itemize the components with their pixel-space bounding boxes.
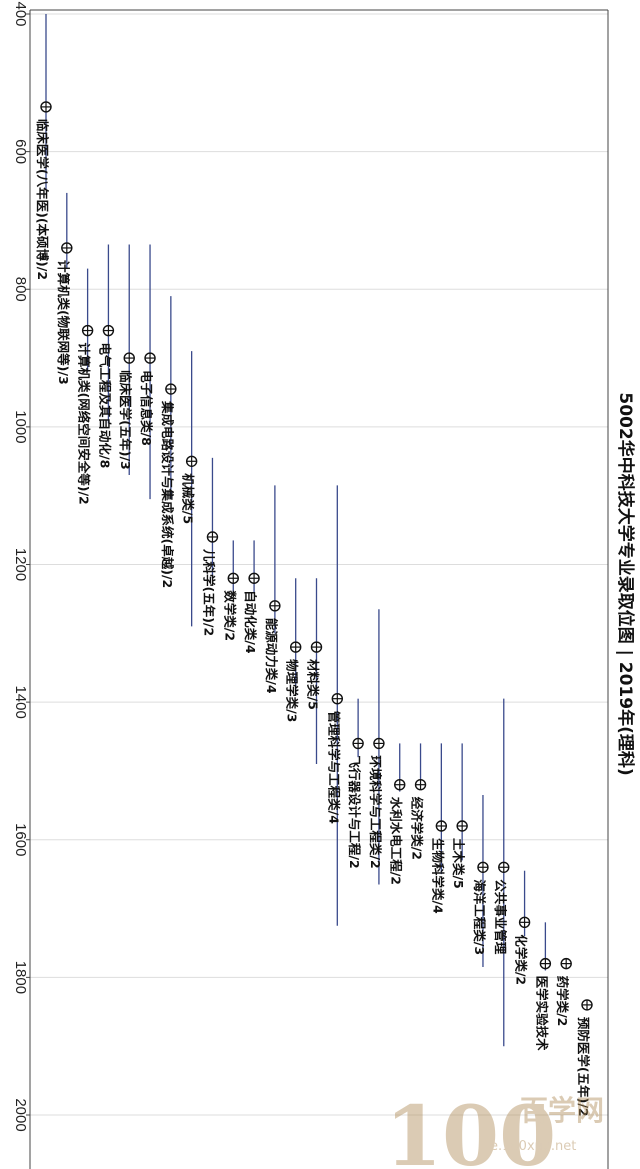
rank-marker [144, 352, 156, 364]
range-lines [45, 14, 547, 1047]
rank-marker [185, 455, 198, 467]
category-label: 数学类/2 [222, 589, 237, 641]
rank-marker [248, 572, 260, 584]
category-label: 临床医学(八年医)(本硕博)/2 [35, 119, 50, 280]
rank-marker [310, 641, 323, 653]
rank-marker [498, 861, 510, 873]
rank-marker [289, 641, 302, 653]
rank-marker [539, 957, 552, 970]
rank-marker [352, 737, 364, 750]
category-label: 医学实验技术 [534, 976, 549, 1052]
category-label: 儿科学(五年)/2 [201, 548, 216, 636]
tick-label: 800 [12, 277, 29, 302]
category-label: 经济学类/2 [410, 797, 425, 860]
category-label: 电气工程及其自动化/8 [97, 343, 112, 469]
category-label: 生物科学类/4 [430, 838, 445, 914]
rank-markers [40, 101, 593, 1011]
tick-label: 1000 [12, 410, 29, 443]
rank-marker [227, 572, 239, 584]
rank-marker [81, 324, 94, 337]
tick-label: 1200 [12, 548, 29, 581]
category-label: 环境科学与工程类/2 [368, 755, 383, 868]
rank-marker [269, 600, 281, 612]
category-label: 计算机类(物联网等)/3 [56, 260, 71, 385]
watermark-text: 百学网 [520, 1094, 604, 1127]
rank-marker [331, 692, 344, 705]
rank-marker [560, 957, 572, 970]
tick-label: 1800 [12, 961, 29, 994]
category-label: 土木类/5 [451, 838, 466, 889]
rank-marker [373, 737, 385, 750]
category-label: 集成电路设计与集成系统(卓越)/2 [160, 400, 175, 588]
rank-marker [40, 101, 52, 113]
tick-label: 1600 [12, 823, 29, 856]
chart-title-text: 5002华中科技大学专业录取位图 | 2019年(理科) [615, 392, 636, 775]
tick-label: 1400 [12, 685, 29, 718]
rank-marker [456, 820, 468, 832]
category-label: 水利水电工程/2 [389, 797, 404, 885]
category-label: 飞行器设计与工程/2 [347, 755, 362, 868]
category-label: 预防医学(五年)/2 [576, 1017, 591, 1117]
category-label: 临床医学(五年)/3 [118, 370, 133, 470]
tick-label: 600 [12, 139, 29, 164]
rank-marker [123, 352, 135, 364]
rank-marker [102, 324, 115, 337]
grid-lines [30, 13, 608, 1116]
rank-marker [477, 861, 489, 873]
category-label: 计算机类(网络空间安全等)/2 [77, 343, 92, 505]
category-label: 物理学类/3 [285, 659, 300, 722]
category-label: 材料类/5 [306, 658, 321, 710]
category-label: 管理科学与工程类/4 [326, 711, 341, 825]
rank-marker [414, 779, 427, 791]
rank-marker [518, 916, 531, 929]
watermark-url: e.100xue.net [490, 1139, 576, 1154]
rank-marker [394, 779, 406, 791]
category-label: 海洋工程类/3 [472, 879, 487, 955]
watermark-number: 100 [385, 1089, 556, 1169]
chart-title: 5002华中科技大学专业录取位图 | 2019年(理科) [615, 392, 636, 775]
rank-marker [435, 820, 448, 832]
tick-label: 2000 [12, 1098, 29, 1131]
category-labels: 临床医学(八年医)(本硕博)/2 计算机类(物联网等)/3 计算机类(网络空间安全等… [35, 119, 591, 1117]
category-label: 公共事业管理 [493, 879, 508, 955]
rank-axis: 400 600 800 1000 1200 1400 1600 1800 2000 [12, 1, 609, 1169]
rank-marker [206, 531, 219, 543]
rank-marker [581, 999, 593, 1011]
tick-label: 400 [12, 1, 29, 26]
category-label: 电子信息类/8 [139, 370, 154, 446]
category-label: 化学类/2 [514, 934, 529, 985]
category-label: 药学类/2 [555, 976, 570, 1027]
category-label: 自动化类/4 [243, 590, 258, 654]
rank-marker [165, 383, 177, 395]
category-label: 能源动力类/4 [264, 618, 279, 694]
category-label: 机械类/5 [181, 473, 196, 524]
rank-marker [61, 242, 73, 254]
